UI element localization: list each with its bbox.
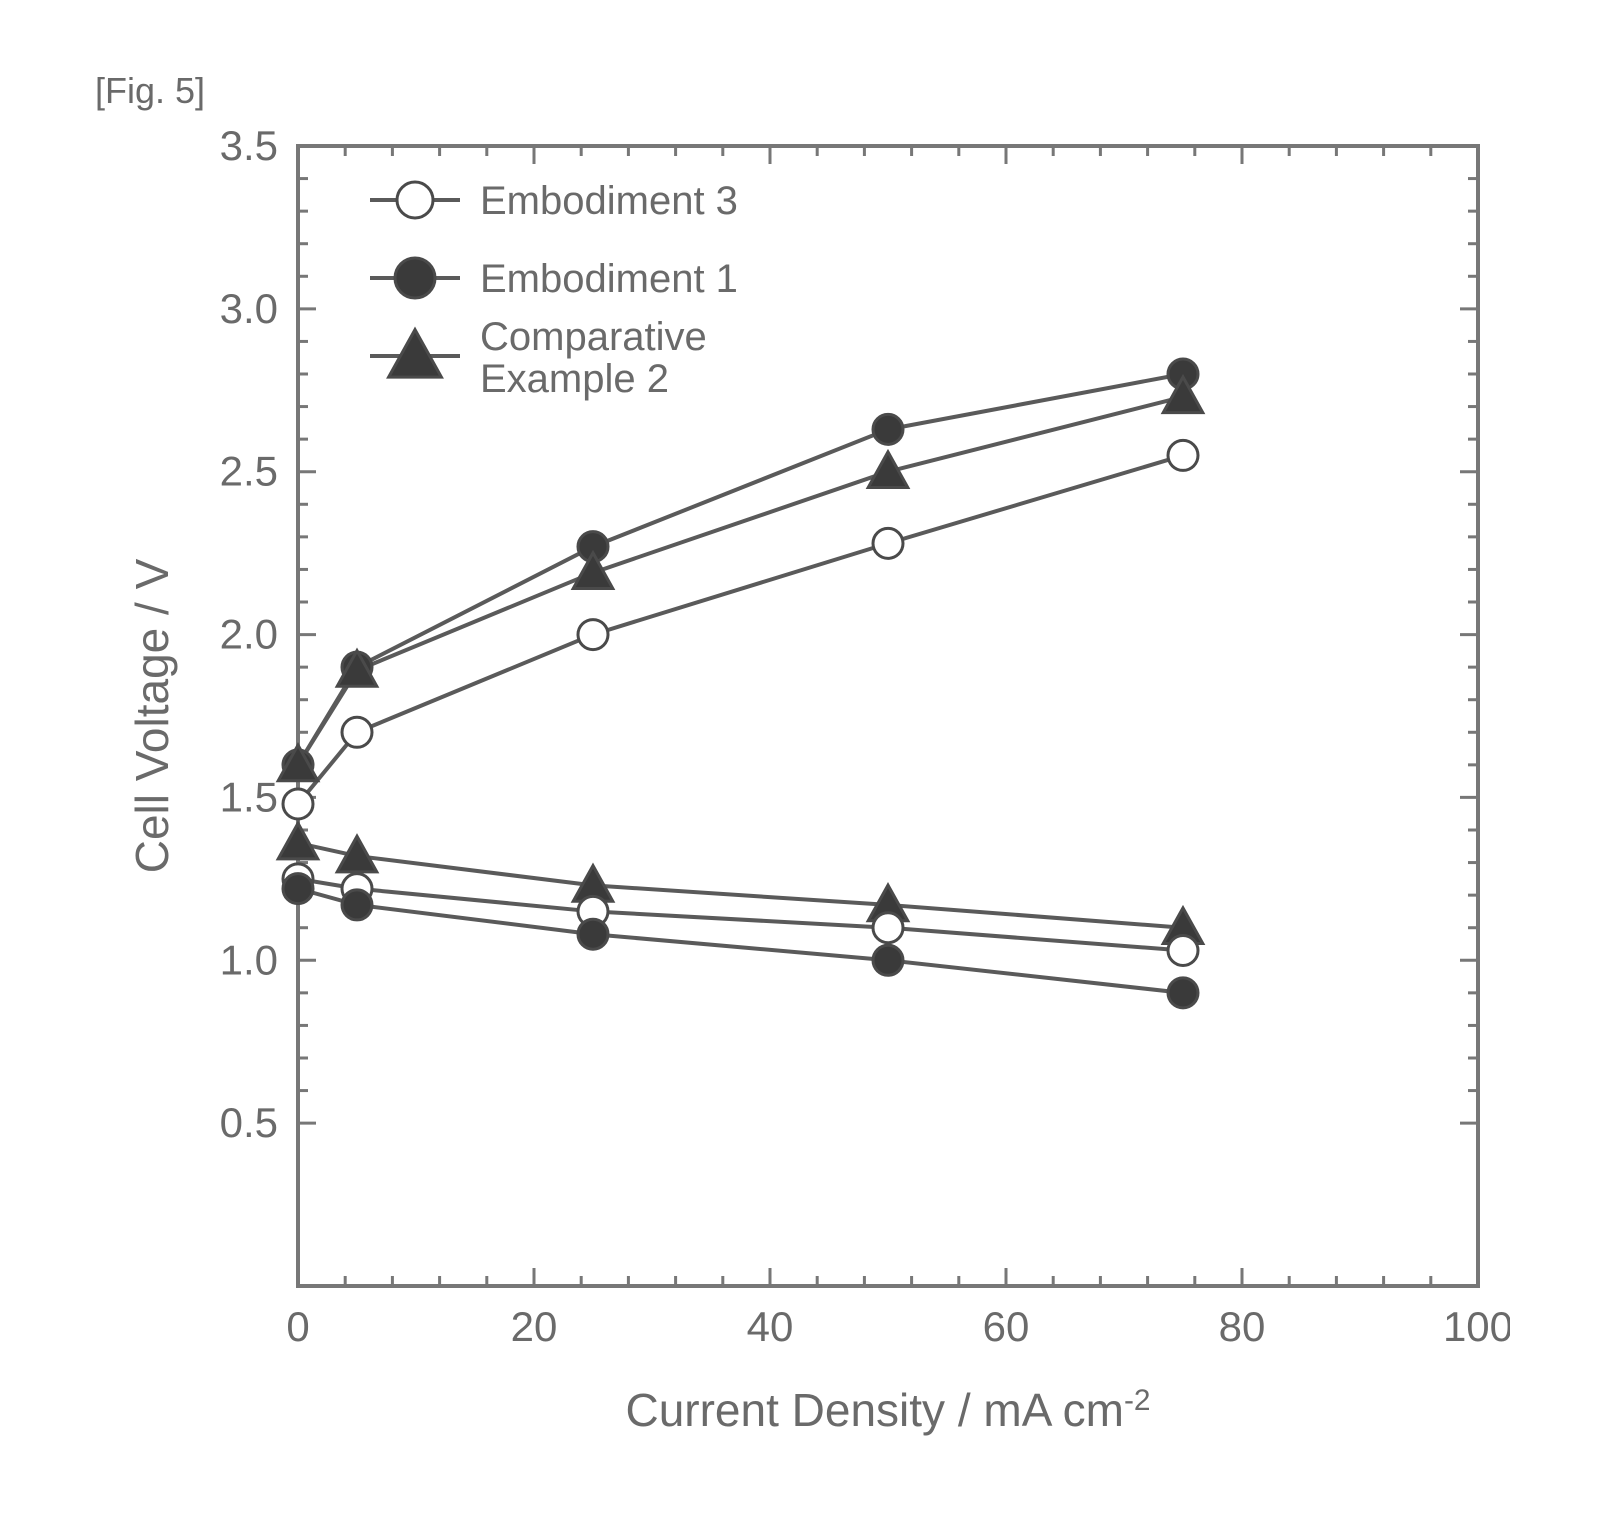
y-axis-title: Cell Voltage / V [126,558,178,873]
figure-caption: [Fig. 5] [95,70,205,112]
plot-box [298,146,1478,1286]
x-axis-title: Current Density / mA cm-2 [625,1384,1150,1437]
marker-filled-circle [342,890,372,920]
marker-filled-circle [1168,978,1198,1008]
marker-open-circle [342,717,372,747]
chart-svg: 0 20 40 60 80 100 0.5 1.0 1.5 2.0 2.5 3.0 3.5 Current… [80,110,1510,1480]
series-markers-comp2_upper [278,377,1203,781]
y-tick-label: 2.5 [220,448,278,495]
marker-filled-triangle [278,823,318,859]
series-line-comp2_upper [298,397,1183,765]
y-tick-label: 0.5 [220,1099,278,1146]
marker-open-circle [873,528,903,558]
marker-filled-circle [395,258,435,298]
legend-label: Embodiment 1 [480,257,738,301]
legend-label: ComparativeExample 2 [480,315,707,401]
series-markers-emb1_upper [283,359,1198,780]
series-group [278,359,1203,1008]
x-tick-label: 100 [1443,1303,1510,1350]
marker-open-circle [873,913,903,943]
marker-open-circle [578,620,608,650]
chart-container: 0 20 40 60 80 100 0.5 1.0 1.5 2.0 2.5 3.0 3.5 Current… [80,110,1510,1480]
marker-filled-circle [578,919,608,949]
y-tick-label: 1.5 [220,773,278,820]
x-tick-label: 80 [1219,1303,1266,1350]
series-markers-emb3_upper [283,440,1198,819]
legend: Embodiment 3 Embodiment 1 ComparativeExamp… [370,179,738,401]
y-tick-label: 1.0 [220,936,278,983]
marker-open-circle [397,182,433,218]
marker-filled-circle [873,414,903,444]
marker-filled-circle [283,874,313,904]
y-tick-label: 3.0 [220,285,278,332]
marker-open-circle [283,789,313,819]
x-tick-label: 40 [747,1303,794,1350]
series-line-emb1_upper [298,374,1183,765]
marker-open-circle [1168,440,1198,470]
marker-filled-triangle [389,330,442,378]
x-tick-label: 20 [511,1303,558,1350]
y-tick-label: 2.0 [220,611,278,658]
legend-label: Embodiment 3 [480,179,738,223]
marker-filled-circle [873,945,903,975]
x-tick-label: 0 [286,1303,309,1350]
x-tick-label: 60 [983,1303,1030,1350]
marker-open-circle [1168,936,1198,966]
marker-filled-triangle [573,553,613,589]
page: [Fig. 5] 0 20 40 60 80 100 0.5 1.0 1.5 2.0 2.5 3.0 3… [0,0,1607,1516]
series-markers-comp2_lower [278,823,1203,943]
y-tick-label: 3.5 [220,122,278,169]
